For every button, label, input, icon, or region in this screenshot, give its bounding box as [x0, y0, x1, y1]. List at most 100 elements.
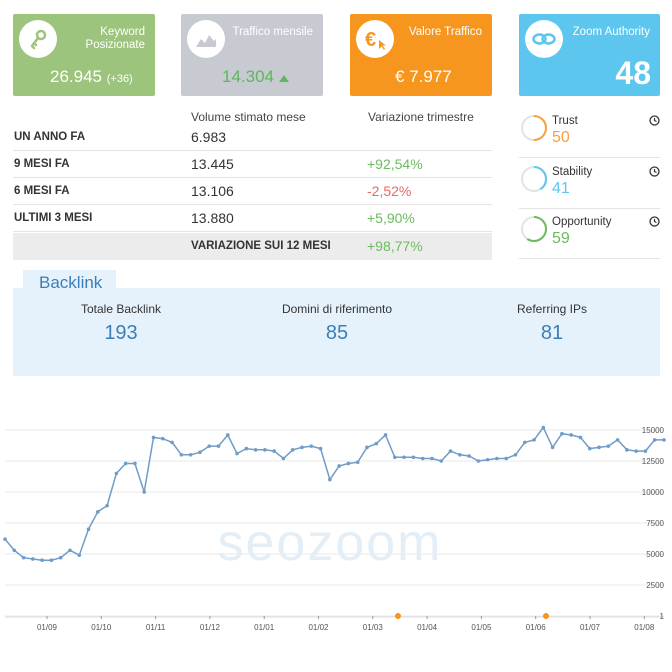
row-variation: +92,54%: [367, 156, 423, 172]
data-point[interactable]: [495, 456, 499, 461]
y-tick-label: 15000: [642, 426, 665, 435]
x-tick-label: 01/09: [37, 623, 58, 632]
backlink-tab[interactable]: Backlink: [23, 270, 116, 292]
data-point[interactable]: [151, 435, 156, 440]
data-point[interactable]: [393, 455, 397, 460]
traffic-card[interactable]: Traffico mensile 14.304: [181, 14, 323, 96]
data-point[interactable]: [58, 555, 63, 560]
data-point[interactable]: [374, 441, 379, 446]
data-point[interactable]: [411, 455, 416, 460]
data-point[interactable]: [587, 446, 592, 451]
data-point[interactable]: [578, 435, 583, 440]
data-point[interactable]: [532, 438, 536, 442]
data-point[interactable]: [40, 558, 44, 563]
data-point[interactable]: [467, 454, 471, 458]
data-point[interactable]: [318, 446, 323, 451]
summary-label: VARIAZIONE SUI 12 MESI: [191, 240, 331, 252]
data-point[interactable]: [133, 461, 137, 466]
metric-name: Opportunity: [552, 216, 612, 228]
data-point[interactable]: [225, 433, 230, 437]
clock-icon[interactable]: [649, 115, 660, 126]
table-row: 6 MESI FA 13.106 -2,52%: [13, 178, 492, 205]
data-point[interactable]: [662, 438, 666, 442]
data-point[interactable]: [569, 433, 573, 437]
data-point[interactable]: [485, 457, 490, 462]
data-point[interactable]: [652, 438, 657, 442]
data-point[interactable]: [207, 444, 211, 448]
data-point[interactable]: [634, 449, 638, 453]
key-icon: [19, 20, 57, 58]
data-point[interactable]: [198, 450, 202, 455]
data-point[interactable]: [337, 464, 341, 468]
clock-icon[interactable]: [649, 216, 660, 227]
data-point[interactable]: [49, 558, 54, 563]
data-point[interactable]: [290, 448, 295, 452]
metric-opportunity[interactable]: Opportunity 59: [519, 209, 660, 259]
data-point[interactable]: [383, 433, 388, 437]
data-point[interactable]: [513, 453, 518, 457]
data-point[interactable]: [188, 453, 193, 457]
data-point[interactable]: [458, 453, 462, 457]
data-point[interactable]: [346, 461, 351, 466]
traffic-value-card[interactable]: € Valore Traffico € 7.977: [350, 14, 492, 96]
data-point[interactable]: [31, 557, 35, 561]
data-point[interactable]: [235, 451, 239, 456]
data-point[interactable]: [309, 444, 314, 448]
event-marker[interactable]: [395, 613, 401, 619]
event-marker[interactable]: [543, 613, 549, 619]
backlink-stat: Domini di riferimento 85: [237, 302, 437, 345]
data-point[interactable]: [123, 461, 128, 466]
data-point[interactable]: [244, 446, 249, 451]
data-point[interactable]: [560, 431, 564, 436]
metric-value: 41: [552, 180, 570, 197]
clock-icon[interactable]: [649, 166, 660, 177]
data-point[interactable]: [3, 537, 7, 541]
data-point[interactable]: [216, 444, 221, 448]
x-tick-label: 01/02: [308, 623, 329, 632]
data-point[interactable]: [430, 456, 434, 461]
data-point[interactable]: [439, 459, 444, 463]
metric-stability[interactable]: Stability 41: [519, 159, 660, 209]
data-point[interactable]: [96, 510, 100, 514]
data-point[interactable]: [615, 438, 620, 442]
data-point[interactable]: [160, 436, 165, 441]
data-point[interactable]: [300, 445, 304, 450]
data-point[interactable]: [179, 453, 184, 457]
data-point[interactable]: [365, 445, 369, 450]
data-point[interactable]: [550, 445, 555, 450]
data-point[interactable]: [21, 555, 26, 560]
data-point[interactable]: [643, 449, 648, 453]
data-point[interactable]: [420, 456, 425, 461]
data-point[interactable]: [253, 448, 258, 452]
data-point[interactable]: [77, 553, 82, 558]
data-point[interactable]: [504, 456, 509, 461]
data-point[interactable]: [328, 477, 332, 482]
data-point[interactable]: [68, 548, 72, 553]
data-point[interactable]: [281, 456, 286, 461]
data-point[interactable]: [170, 440, 174, 445]
data-point[interactable]: [541, 425, 546, 430]
zoom-authority-card[interactable]: Zoom Authority 48: [519, 14, 660, 96]
row-volume: 6.983: [191, 129, 227, 145]
data-point[interactable]: [597, 445, 601, 450]
data-point[interactable]: [355, 460, 360, 465]
trust-gauge: [521, 115, 547, 141]
data-point[interactable]: [522, 440, 527, 445]
data-point[interactable]: [476, 459, 481, 463]
data-point[interactable]: [263, 448, 267, 452]
data-point[interactable]: [114, 471, 119, 476]
data-point[interactable]: [402, 455, 406, 460]
data-point[interactable]: [12, 548, 17, 553]
column-header-variation: Variazione trimestre: [368, 110, 474, 124]
data-point[interactable]: [606, 444, 611, 448]
data-point[interactable]: [86, 527, 91, 532]
stat-label: Totale Backlink: [80, 302, 162, 316]
data-point[interactable]: [272, 449, 276, 453]
data-point[interactable]: [105, 503, 109, 508]
keyword-card[interactable]: Keyword Posizionate 26.945 (+36): [13, 14, 155, 96]
data-point[interactable]: [448, 449, 453, 453]
data-point[interactable]: [142, 490, 147, 494]
data-point[interactable]: [625, 448, 629, 452]
metric-trust[interactable]: Trust 50: [519, 108, 660, 158]
row-label: ULTIMI 3 MESI: [14, 212, 93, 224]
